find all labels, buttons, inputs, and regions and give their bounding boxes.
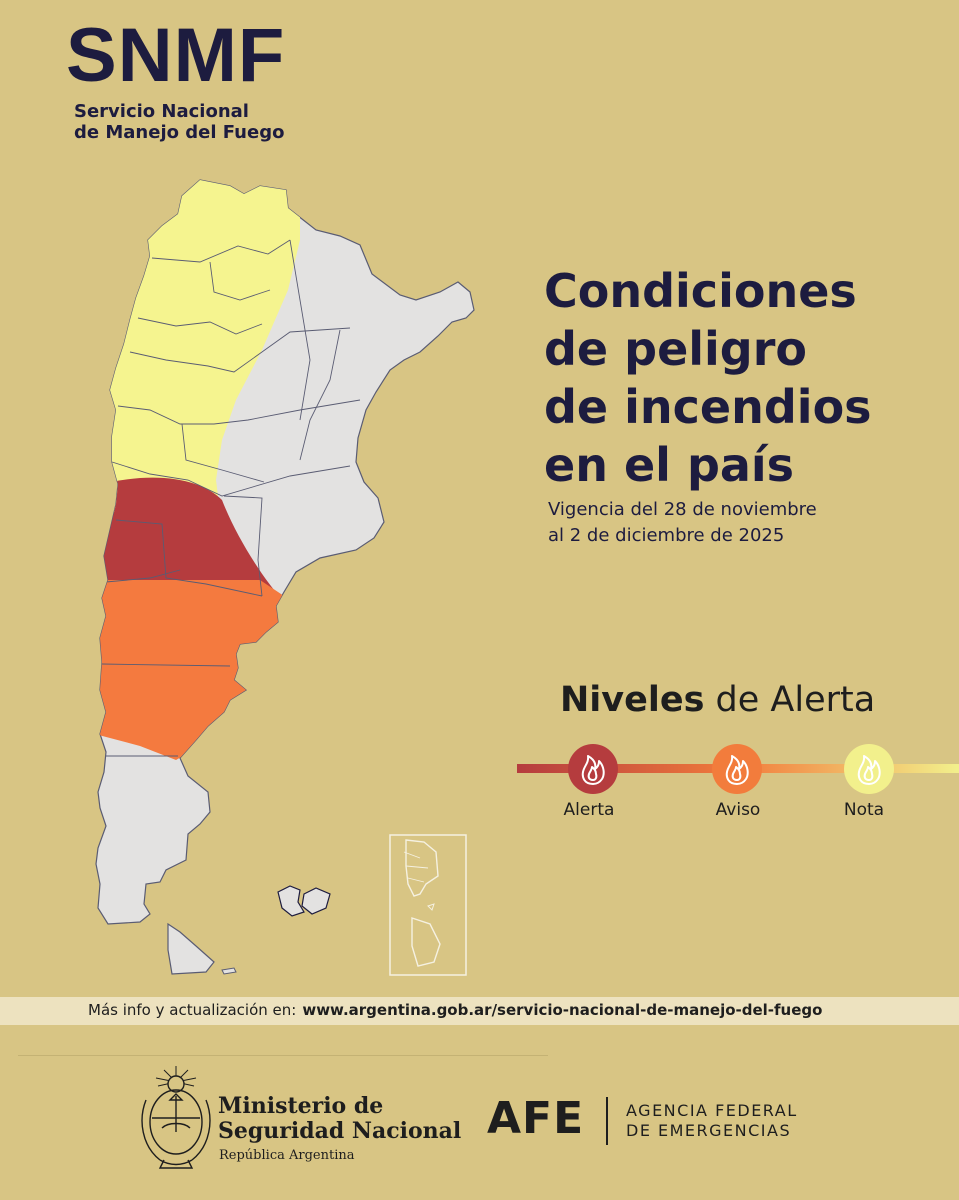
headline-line1: Condiciones bbox=[544, 264, 857, 318]
level-label-nota: Nota bbox=[843, 800, 885, 820]
snmf-subtitle-line1: Servicio Nacional bbox=[74, 101, 249, 122]
info-text: Más info y actualización en: www.argentin… bbox=[88, 1001, 822, 1019]
afe-line2: DE EMERGENCIAS bbox=[626, 1121, 792, 1140]
info-bar: Más info y actualización en: www.argentin… bbox=[0, 997, 959, 1025]
province-borders bbox=[101, 239, 361, 757]
vigencia-dates: Vigencia del 28 de noviembre al 2 de dic… bbox=[548, 497, 817, 549]
ministerio-name: Ministerio de Seguridad Nacional bbox=[218, 1094, 461, 1144]
level-alerta-badge bbox=[568, 744, 618, 794]
bicontinental-inset bbox=[389, 834, 467, 976]
info-url-link[interactable]: www.argentina.gob.ar/servicio-nacional-d… bbox=[302, 1001, 823, 1019]
legend-title-rest: de Alerta bbox=[704, 680, 876, 720]
legend-title: Niveles de Alerta bbox=[560, 680, 875, 720]
zone-alerta bbox=[96, 477, 286, 604]
afe-line1: AGENCIA FEDERAL bbox=[626, 1101, 798, 1120]
level-label-aviso: Aviso bbox=[715, 800, 761, 820]
footer-divider bbox=[18, 1055, 548, 1056]
snmf-subtitle: Servicio Nacional de Manejo del Fuego bbox=[74, 101, 284, 143]
isla-de-los-estados bbox=[221, 967, 237, 975]
coat-of-arms-icon bbox=[141, 1066, 211, 1169]
republica-argentina: República Argentina bbox=[219, 1148, 355, 1163]
headline-line4: en el país bbox=[544, 438, 795, 492]
malvinas-islands bbox=[277, 885, 331, 917]
afe-logo: AFE bbox=[487, 1093, 585, 1144]
vigencia-line1: Vigencia del 28 de noviembre bbox=[548, 499, 817, 520]
flame-icon bbox=[581, 755, 605, 785]
headline-line2: de peligro bbox=[544, 322, 808, 376]
vigencia-line2: al 2 de diciembre de 2025 bbox=[548, 525, 785, 546]
level-label-alerta: Alerta bbox=[563, 800, 615, 820]
ministerio-line1: Ministerio de bbox=[218, 1093, 384, 1119]
flame-icon bbox=[857, 755, 881, 785]
snmf-subtitle-line2: de Manejo del Fuego bbox=[74, 122, 285, 143]
level-nota-badge bbox=[844, 744, 894, 794]
headline-line3: de incendios bbox=[544, 380, 872, 434]
ministerio-line2: Seguridad Nacional bbox=[218, 1118, 462, 1144]
afe-fullname: AGENCIA FEDERAL DE EMERGENCIAS bbox=[626, 1101, 798, 1141]
snmf-logo: SNMF bbox=[66, 13, 286, 98]
headline: Condiciones de peligro de incendios en e… bbox=[544, 262, 944, 494]
flame-icon bbox=[725, 755, 749, 785]
info-prefix: Más info y actualización en: bbox=[88, 1001, 297, 1019]
afe-separator bbox=[606, 1097, 608, 1145]
tierra-del-fuego bbox=[167, 922, 215, 975]
legend-title-bold: Niveles bbox=[560, 680, 705, 720]
level-aviso-badge bbox=[712, 744, 762, 794]
